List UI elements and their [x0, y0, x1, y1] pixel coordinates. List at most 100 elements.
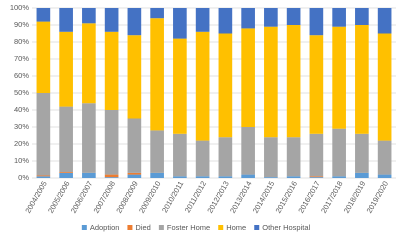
bar-segment [309, 8, 324, 36]
bar-segment [150, 130, 164, 173]
y-tick-label: 70% [14, 54, 29, 63]
x-tick-label: 2007/2008 [92, 179, 118, 214]
bar-segment [36, 93, 51, 176]
bar-segment [241, 174, 255, 178]
bar-segment [264, 8, 278, 27]
legend-swatch [127, 225, 133, 230]
x-tick-label: 2006/2007 [69, 179, 95, 214]
bar-segment [82, 103, 96, 173]
bar-segment [195, 140, 210, 177]
x-tick-label: 2004/2005 [23, 179, 49, 214]
bar-segment [264, 26, 278, 138]
y-tick-label: 80% [14, 37, 29, 46]
x-tick-label: 2015/2016 [274, 179, 300, 214]
bar-segment [104, 31, 119, 110]
bar-segment [286, 8, 301, 25]
bar-segment [59, 106, 73, 173]
y-tick-label: 20% [14, 139, 29, 148]
bar-segment [309, 133, 324, 177]
bar-segment [377, 174, 392, 178]
bar-segment [241, 127, 255, 175]
legend-label: Died [135, 223, 150, 232]
y-tick-label: 100% [10, 3, 30, 12]
bar-segment [36, 21, 51, 94]
y-tick-label: 60% [14, 71, 29, 80]
bar-segment [218, 176, 233, 178]
x-tick-label: 2019/2020 [365, 179, 391, 214]
bar-segment [264, 137, 278, 178]
legend-label: Other Hospital [262, 223, 310, 232]
legend-label: Adoption [90, 223, 120, 232]
x-tick-label: 2005/2006 [46, 179, 72, 214]
bar-segment [377, 8, 392, 34]
bar-segment [286, 137, 301, 177]
legend-swatch [158, 225, 164, 230]
bar-segment [104, 174, 119, 178]
bar-segment [59, 8, 73, 32]
bar-segment [309, 176, 324, 178]
bar-segment [127, 35, 142, 119]
legend-swatch [81, 225, 87, 230]
bar-segment [82, 8, 96, 24]
bar-segment [218, 33, 233, 138]
bar-segment [195, 31, 210, 141]
bar-segment [150, 18, 164, 131]
bar-segment [36, 175, 51, 177]
x-tick-label: 2010/2011 [160, 179, 185, 214]
bar-segment [173, 176, 187, 178]
bar-segment [241, 28, 255, 127]
bar-segment [104, 8, 119, 32]
bar-segment [332, 26, 346, 129]
x-tick-label: 2012/2013 [205, 179, 231, 214]
y-tick-label: 0% [18, 173, 29, 182]
x-tick-label: 2008/2009 [114, 179, 140, 214]
x-tick-label: 2018/2019 [342, 179, 368, 214]
y-tick-label: 40% [14, 105, 29, 114]
bar-segment [355, 133, 369, 173]
bar-segment [332, 176, 346, 178]
bar-segment [332, 8, 346, 27]
bar-segment [309, 177, 324, 178]
bar-segment [355, 8, 369, 25]
legend-swatch [218, 225, 224, 230]
bar-segment [195, 8, 210, 32]
bar-segment [286, 25, 301, 138]
bar-segment [173, 133, 187, 177]
bar-segment [150, 172, 164, 178]
bar-segment [355, 25, 369, 134]
y-tick-label: 10% [14, 156, 29, 165]
bar-segment [104, 177, 119, 178]
y-tick-label: 30% [14, 122, 29, 131]
bar-segment [82, 172, 96, 178]
bar-segment [82, 23, 96, 104]
legend-label: Foster Home [167, 223, 210, 232]
x-tick-label: 2014/2015 [251, 179, 277, 214]
y-tick-label: 90% [14, 20, 29, 29]
bar-segment [309, 35, 324, 134]
bar-segment [173, 38, 187, 134]
legend-swatch [254, 225, 260, 230]
bar-segment [218, 8, 233, 34]
bar-segment [36, 8, 51, 22]
bar-segment [59, 31, 73, 107]
bar-segment [355, 172, 369, 178]
x-tick-label: 2009/2010 [137, 179, 163, 214]
bar-segment [59, 172, 73, 178]
y-tick-label: 50% [14, 88, 29, 97]
bar-segment [241, 8, 255, 29]
bar-segment [104, 110, 119, 175]
bar-segment [195, 176, 210, 178]
bar-segment [264, 177, 278, 178]
bar-segment [36, 176, 51, 178]
legend-label: Home [226, 223, 246, 232]
bar-segment [127, 172, 142, 175]
bar-segment [127, 8, 142, 36]
bar-segment [332, 128, 346, 177]
bar-segment [127, 174, 142, 178]
bar-segment [377, 33, 392, 141]
x-tick-label: 2017/2018 [319, 179, 345, 214]
bar-segment [218, 137, 233, 177]
bar-segment [173, 8, 187, 39]
bar-segment [377, 140, 392, 175]
